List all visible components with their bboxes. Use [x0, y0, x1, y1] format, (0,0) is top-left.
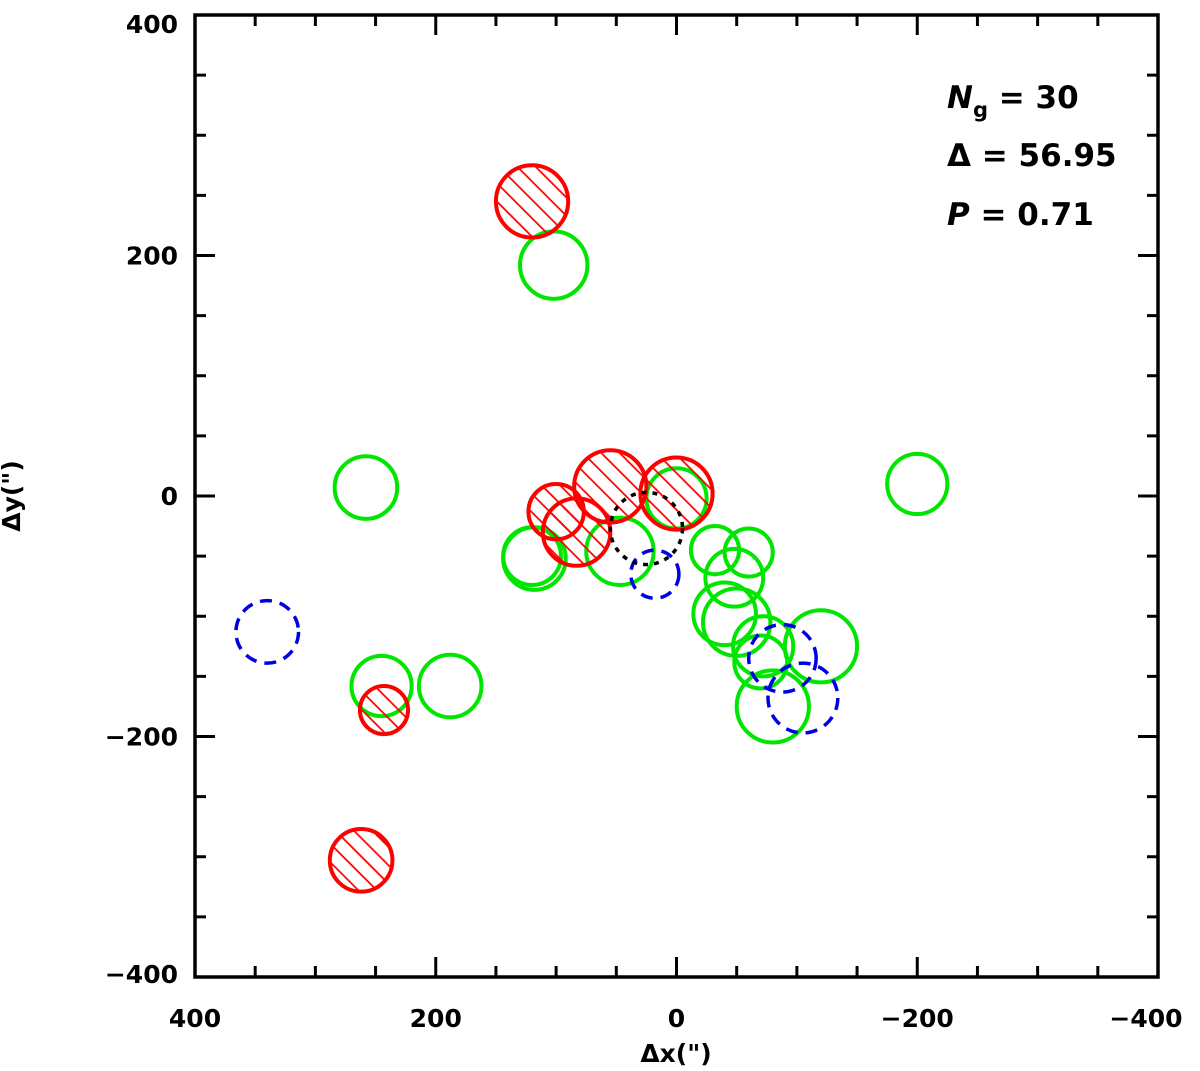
open-circle-17: [416, 652, 484, 720]
open-circle-2: [885, 451, 950, 517]
y-tick-label: −200: [105, 723, 178, 752]
dashed-circle-1: [234, 598, 301, 665]
open-circle-14: [732, 633, 790, 691]
axis-ticks: [193, 13, 1160, 979]
annotation-line-2: P = 0.71: [947, 197, 1094, 233]
hatched-circle-2: [638, 455, 715, 532]
tick-labels: 400 200 0 −200 −400 −400 −200 0 200 400: [105, 10, 1183, 1033]
reference-circle-0: [608, 490, 685, 567]
y-axis-label: Δy("): [0, 460, 26, 532]
x-tick-label: −400: [1109, 1004, 1182, 1033]
open-circle-11: [700, 586, 773, 658]
open-circle-13: [782, 608, 860, 685]
x-axis-label: Δx("): [640, 1039, 711, 1068]
open-circle-12: [731, 614, 796, 679]
y-tick-label: 400: [126, 10, 178, 39]
y-tick-label: 0: [161, 482, 178, 511]
open-circle-15: [734, 668, 811, 745]
marks-layer: [234, 163, 950, 894]
annotation-line-1: Δ = 56.95: [947, 138, 1117, 174]
hatched-circle-4: [540, 496, 613, 568]
open-circle-10: [691, 580, 758, 648]
x-tick-label: 400: [169, 1004, 221, 1033]
x-tick-label: −200: [881, 1004, 954, 1033]
y-tick-label: 200: [126, 242, 178, 271]
dashed-circle-3: [766, 661, 840, 735]
y-tick-label: −400: [105, 960, 178, 989]
open-circle-9: [703, 546, 766, 609]
hatched-circle-6: [327, 827, 395, 894]
annotation-line-0: Ng = 30: [947, 80, 1079, 122]
hatched-circle-0: [493, 163, 571, 240]
dashed-circle-2: [746, 622, 818, 694]
x-tick-label: 0: [668, 1004, 685, 1033]
statistics-annotation: Ng = 30 Δ = 56.95 P = 0.71: [947, 80, 1117, 233]
hatched-circle-5: [357, 683, 411, 737]
open-circle-1: [332, 454, 400, 521]
open-circle-0: [518, 229, 590, 301]
dashed-circle-0: [629, 548, 681, 600]
x-tick-label: 200: [410, 1004, 462, 1033]
